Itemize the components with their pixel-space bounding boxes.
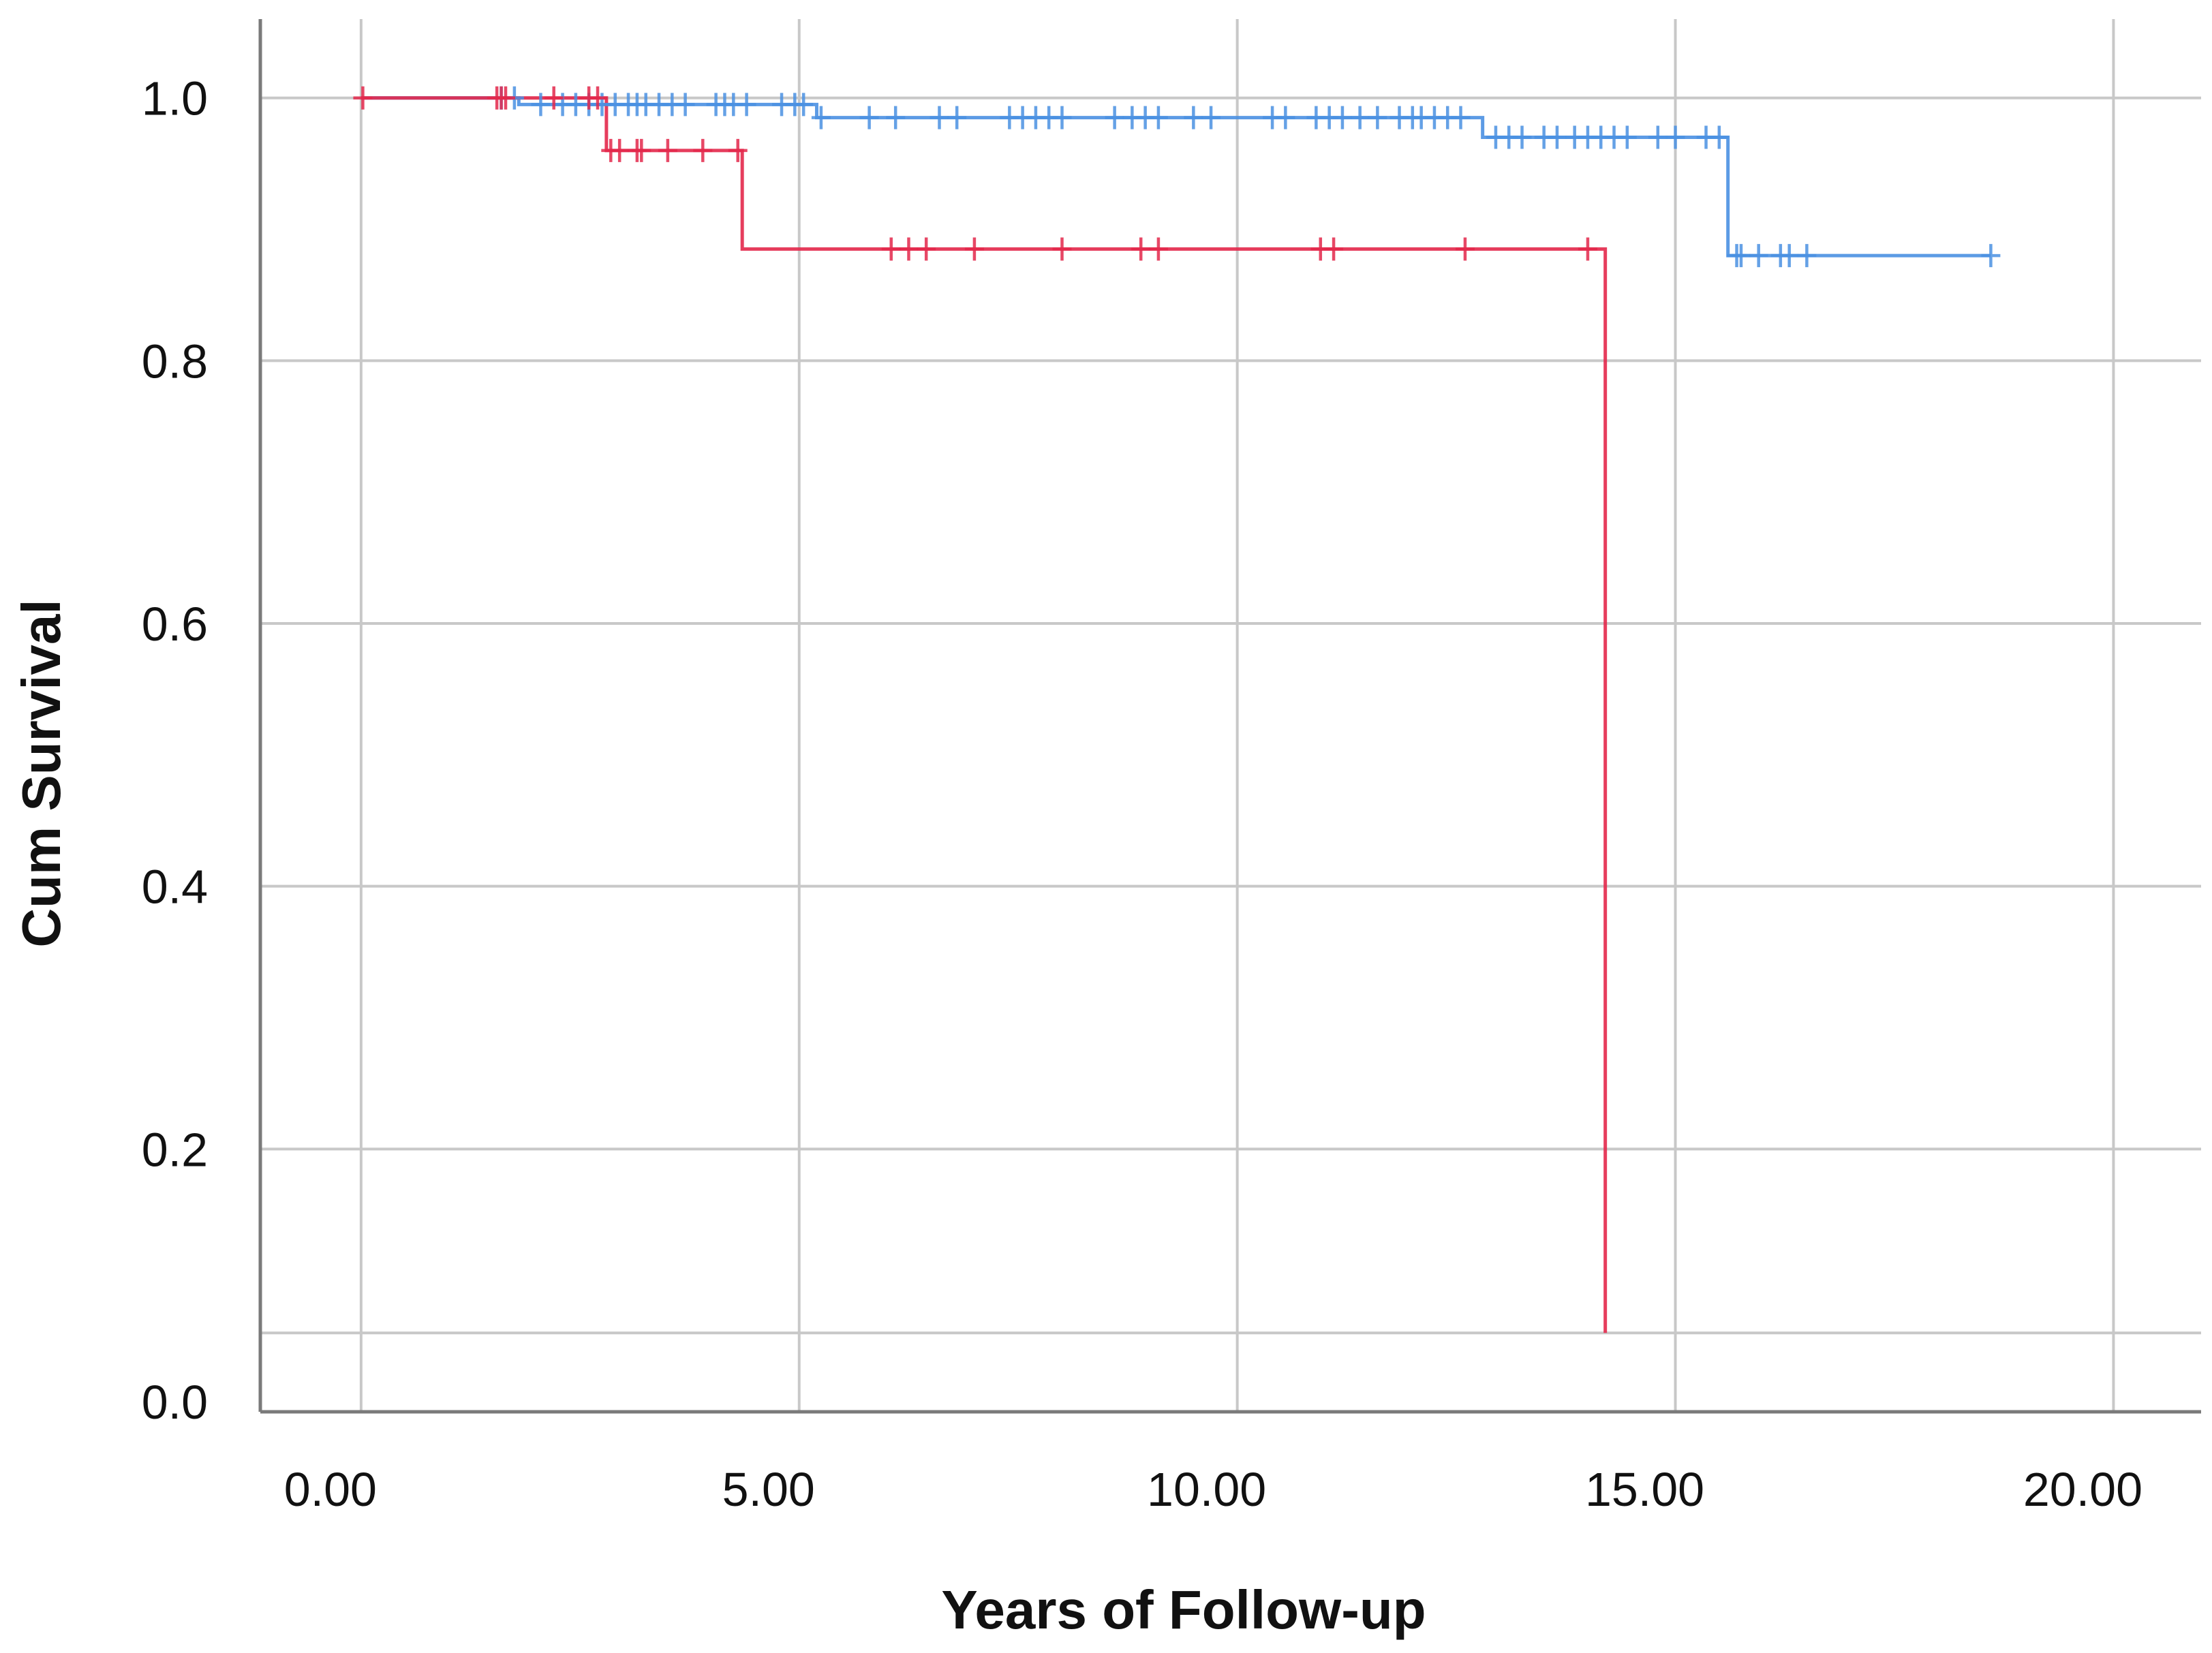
censor-mark — [886, 106, 906, 129]
x-tick-label: 20.00 — [2023, 1463, 2142, 1516]
censor-mark — [964, 237, 984, 261]
x-tick-label: 15.00 — [1585, 1463, 1704, 1516]
y-tick-label: 0.4 — [142, 861, 208, 914]
censor-mark — [1052, 106, 1072, 129]
y-tick-label: 0.0 — [142, 1376, 208, 1429]
censor-mark — [1324, 237, 1344, 261]
censor-mark — [1547, 125, 1567, 149]
x-axis-title: Years of Follow-up — [941, 1579, 1426, 1640]
censor-mark — [917, 237, 936, 261]
censor-mark — [859, 106, 879, 129]
censor-mark — [693, 138, 713, 162]
y-tick-label: 0.6 — [142, 598, 208, 651]
censor-mark — [1148, 237, 1168, 261]
censor-mark — [930, 106, 949, 129]
censor-mark — [675, 93, 695, 117]
censor-mark — [1350, 106, 1370, 129]
x-tick-label: 5.00 — [722, 1463, 815, 1516]
censor-mark — [947, 106, 967, 129]
censor-mark — [1131, 237, 1151, 261]
censor-mark — [899, 237, 919, 261]
censor-mark — [1648, 125, 1668, 149]
censor-mark — [737, 93, 756, 117]
censor-mark — [588, 86, 608, 110]
censor-mark — [1709, 125, 1729, 149]
censor-mark — [1332, 106, 1352, 129]
censor-mark — [1184, 106, 1203, 129]
censor-mark — [544, 86, 564, 110]
tick-labels: 0.0 0.2 0.4 0.6 0.8 1.0 0.00 5.00 10.00 15.00 20.0… — [142, 72, 2142, 1516]
censor-mark — [1617, 125, 1637, 149]
censor-mark — [1368, 106, 1387, 129]
censor-mark — [1105, 106, 1124, 129]
censor-mark — [1749, 244, 1768, 268]
censor-mark — [1148, 106, 1168, 129]
y-tick-label: 1.0 — [142, 72, 208, 125]
axes — [258, 19, 2201, 1414]
x-tick-label: 0.00 — [284, 1463, 377, 1516]
censor-mark — [811, 106, 831, 129]
censor-mark — [610, 138, 630, 162]
censor-mark — [1512, 125, 1532, 149]
censor-mark — [1578, 237, 1597, 261]
censor-mark — [1276, 106, 1295, 129]
censor-mark — [496, 86, 516, 110]
censor-mark — [794, 93, 814, 117]
censor-markers — [353, 86, 2001, 268]
censor-mark — [632, 138, 651, 162]
censor-mark — [1455, 237, 1475, 261]
censor-mark — [728, 138, 748, 162]
x-tick-label: 10.00 — [1147, 1463, 1266, 1516]
censor-mark — [1981, 244, 2001, 268]
censor-mark — [1797, 244, 1817, 268]
censor-mark — [881, 237, 901, 261]
y-axis-title: Cum Survival — [11, 599, 72, 947]
censor-mark — [1052, 237, 1072, 261]
y-tick-label: 0.2 — [142, 1123, 208, 1176]
y-tick-label: 0.8 — [142, 335, 208, 388]
censor-mark — [658, 138, 677, 162]
censor-mark — [1779, 244, 1799, 268]
grid-lines — [260, 19, 2201, 1412]
censor-mark — [1201, 106, 1221, 129]
censor-mark — [531, 93, 551, 117]
censor-mark — [1451, 106, 1471, 129]
censor-mark — [353, 86, 373, 110]
censor-mark — [1731, 244, 1751, 268]
censor-mark — [1665, 125, 1685, 149]
